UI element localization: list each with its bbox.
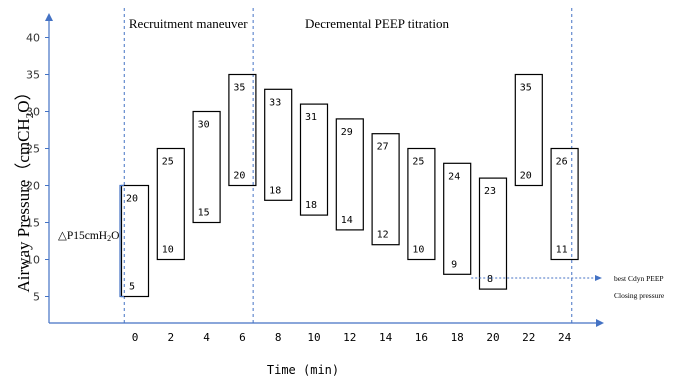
x-tick-label: 0 [132,331,139,344]
bar-high-label: 23 [484,186,496,197]
bar-low-label: 14 [341,215,353,226]
bar-high-label: 25 [162,157,174,168]
x-tick-label: 18 [451,331,464,344]
y-tick-label: 40 [26,32,40,45]
delta-bracket-line [119,184,124,298]
x-ticks: 0 2 4 6 8 10 12 14 16 18 20 22 24 [132,331,572,344]
x-tick-label: 6 [239,331,246,344]
bar-high-label: 20 [126,194,138,205]
bars: 20 5 25 10 30 15 35 20 33 18 31 18 29 14 27 12 25 10 24 9 23… [120,73,579,298]
y-axis-label: Airway Pressure（cmCH2O） [14,83,36,292]
x-tick-label: 8 [275,331,282,344]
bar-low-label: 5 [129,282,135,293]
bar-high-label: 25 [412,157,424,168]
range-bar [264,88,293,201]
range-bar [443,162,472,275]
phase-label: Decremental PEEP titration [305,16,449,31]
x-tick-label: 12 [343,331,356,344]
y-tick-label: 20 [26,180,40,193]
bar-high-label: 30 [198,120,210,131]
range-bar [120,184,150,298]
x-tick-label: 4 [203,331,210,344]
best-cdyn-peep-arrow [595,275,602,281]
range-bar [335,118,364,231]
annotations: best Cdyn PEEP Closing pressure [471,274,665,300]
range-bar [156,147,185,261]
x-tick-label: 22 [522,331,535,344]
phase-label: Recruitment maneuver [129,16,248,31]
delta-label-main: △P15cmH [58,230,107,242]
bar-low-label: 18 [269,185,281,196]
range-bar [228,73,257,187]
x-axis-label: Time (min) [267,363,339,377]
range-bar [299,103,329,216]
bar-high-label: 33 [269,97,281,108]
range-bar [550,147,579,261]
delta-bracket: △P15cmH2O [58,184,124,298]
bar-high-label: 29 [341,127,353,138]
delta-label: △P15cmH2O [58,230,119,243]
bar-low-label: 11 [556,245,568,256]
y-axis-arrow [45,13,53,21]
x-tick-label: 2 [167,331,174,344]
bar-low-label: 9 [451,259,457,270]
delta-label-tail: O [111,230,119,242]
range-bar [371,133,400,246]
bar-high-label: 31 [305,112,317,123]
bar-high-label: 35 [520,83,532,94]
bar-low-label: 20 [233,171,245,182]
bar-low-label: 20 [520,171,532,182]
bar-high-label: 24 [448,171,460,182]
bar-low-label: 8 [487,274,493,285]
y-ticks: 5 10 15 20 25 30 35 40 [26,32,49,304]
bar-low-label: 12 [377,230,389,241]
y-axis-label-unit-sub: 2 [24,113,36,119]
bar-high-label: 27 [377,142,389,153]
x-tick-label: 14 [379,331,393,344]
y-axis-label-unit-close: O） [14,83,33,112]
best-cdyn-peep-label: best Cdyn PEEP [614,274,664,283]
x-tick-label: 24 [558,331,572,344]
bar-high-label: 26 [556,157,568,168]
y-axis-label-main: Airway Pressure [14,180,33,293]
bar-high-label: 35 [233,83,245,94]
range-bar [514,73,543,187]
y-tick-label: 25 [26,143,40,156]
bar-low-label: 10 [162,245,174,256]
bar-low-label: 10 [412,245,424,256]
range-bar [478,177,508,290]
x-tick-label: 10 [307,331,320,344]
y-tick-label: 30 [26,106,40,119]
x-tick-label: 16 [415,331,428,344]
x-tick-label: 20 [486,331,499,344]
y-tick-label: 15 [26,217,40,230]
range-bar [192,110,221,224]
axes [45,13,604,327]
y-axis-label-unit-open: （cmCH [14,118,33,179]
y-tick-label: 10 [26,254,40,267]
bar-low-label: 15 [198,208,210,219]
phase-guides: Recruitment maneuver Decremental PEEP tit… [123,8,573,323]
y-tick-label: 5 [33,291,40,304]
closing-pressure-label: Closing pressure [614,291,665,300]
x-axis-arrow [596,319,604,327]
bar-low-label: 18 [305,200,317,211]
y-tick-label: 35 [26,69,40,82]
delta-label-sub: 2 [107,234,111,243]
range-bar [407,147,436,261]
